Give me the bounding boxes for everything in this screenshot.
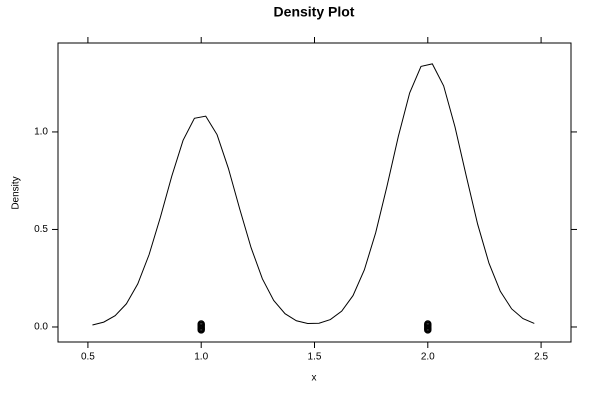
y-tick-label: 0.5 [34,224,48,235]
x-tick-label: 1.5 [308,352,322,363]
x-tick-label: 2.5 [534,352,548,363]
x-tick-label: 0.5 [81,352,95,363]
y-axis-label: Density [11,176,22,209]
y-tick-label: 0.0 [34,322,48,333]
y-tick-label: 1.0 [34,127,48,138]
rug-point [424,320,432,328]
panel-border [57,42,572,343]
rug-point [197,320,205,328]
x-axis-label: x [312,373,317,384]
x-tick-label: 2.0 [421,352,435,363]
x-tick-label: 1.0 [194,352,208,363]
chart-title: Density Plot [274,4,355,20]
density-curve [92,63,535,326]
